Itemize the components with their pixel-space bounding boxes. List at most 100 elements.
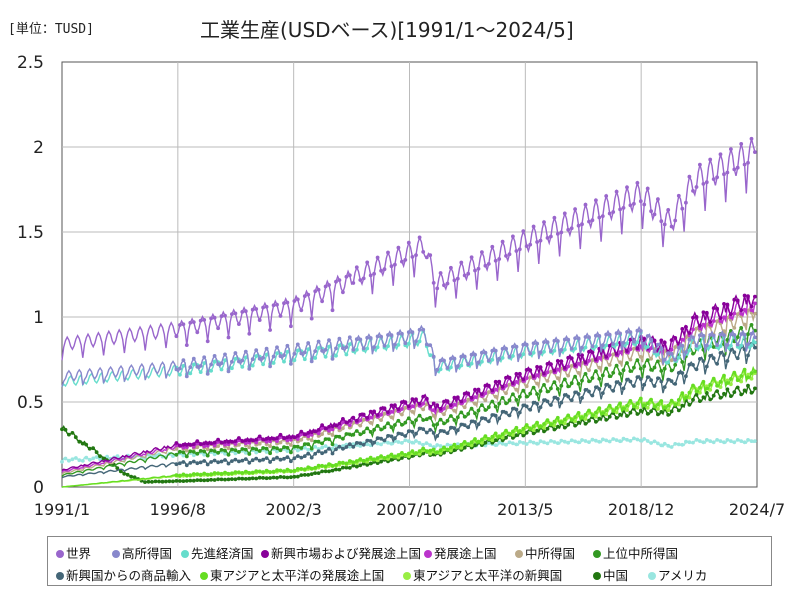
data-point <box>504 254 508 258</box>
x-tick-label: 2007/10 <box>376 500 442 519</box>
data-point <box>334 467 338 472</box>
data-point <box>309 316 314 321</box>
data-point <box>642 437 647 441</box>
data-point <box>555 397 560 401</box>
data-point <box>410 404 415 409</box>
data-point <box>70 457 75 462</box>
data-point <box>490 413 495 417</box>
data-point <box>718 319 723 323</box>
data-point <box>309 430 314 435</box>
data-point <box>531 374 536 379</box>
data-point <box>351 281 356 285</box>
data-point <box>725 438 730 442</box>
data-point <box>171 454 175 458</box>
series-世界 <box>61 136 757 361</box>
data-point <box>264 446 269 451</box>
data-point <box>271 303 276 308</box>
data-point <box>680 337 685 342</box>
data-point <box>237 436 241 440</box>
data-point <box>98 457 102 462</box>
data-point <box>493 348 498 353</box>
data-point <box>233 311 238 316</box>
data-point <box>309 446 314 451</box>
data-point <box>243 451 248 455</box>
data-point <box>521 403 526 408</box>
data-point <box>708 333 713 337</box>
data-point <box>323 437 328 441</box>
data-point <box>545 389 550 394</box>
data-point <box>410 255 415 259</box>
data-point <box>250 363 255 368</box>
data-point <box>202 318 207 322</box>
data-point <box>583 335 588 339</box>
data-point <box>195 330 200 335</box>
data-point <box>569 226 574 231</box>
data-point <box>638 329 643 333</box>
data-point <box>368 336 373 340</box>
data-point <box>576 361 581 366</box>
data-point <box>635 340 640 345</box>
data-point <box>559 383 564 388</box>
data-point <box>722 391 726 396</box>
data-point <box>517 247 522 252</box>
data-point <box>299 473 304 477</box>
data-point <box>264 450 269 454</box>
data-point <box>746 372 750 377</box>
data-point <box>438 429 443 433</box>
data-point <box>282 445 286 449</box>
data-point <box>205 462 210 467</box>
data-point <box>268 460 272 464</box>
data-point <box>188 442 193 447</box>
data-point <box>594 410 598 415</box>
data-point <box>576 411 581 415</box>
data-point <box>607 414 612 419</box>
data-point <box>459 410 464 415</box>
data-point <box>278 314 283 318</box>
data-point <box>753 439 757 443</box>
data-point <box>504 442 508 447</box>
data-point <box>552 427 557 432</box>
data-point <box>666 360 671 365</box>
data-point <box>302 454 307 458</box>
data-point <box>289 324 293 329</box>
data-point <box>735 165 740 170</box>
data-point <box>507 432 512 436</box>
data-point <box>493 438 498 443</box>
data-point <box>347 335 352 340</box>
data-point <box>257 475 262 480</box>
data-point <box>393 423 397 427</box>
data-point <box>289 443 293 447</box>
data-point <box>669 398 674 403</box>
data-point <box>569 381 574 386</box>
data-point <box>708 382 713 387</box>
data-point <box>341 420 345 425</box>
data-point <box>226 446 231 451</box>
legend-label: 世界 <box>66 546 92 561</box>
data-point <box>687 402 692 407</box>
data-point <box>379 459 383 464</box>
data-point <box>264 352 269 357</box>
data-point <box>528 375 533 380</box>
data-point <box>445 442 450 447</box>
data-point <box>725 343 730 347</box>
data-point <box>178 473 182 478</box>
data-point <box>545 426 550 431</box>
data-point <box>198 370 203 374</box>
data-point <box>230 477 234 481</box>
data-point <box>250 307 255 312</box>
legend-marker-icon <box>200 572 208 580</box>
data-point <box>504 401 508 406</box>
data-point <box>711 345 716 349</box>
data-point <box>424 441 429 446</box>
data-point <box>233 351 238 355</box>
data-point <box>517 371 522 376</box>
data-point <box>694 438 699 442</box>
data-point <box>659 379 664 384</box>
data-point <box>171 479 175 484</box>
data-point <box>562 425 567 430</box>
data-point <box>625 361 629 365</box>
data-point <box>389 264 394 269</box>
data-point <box>195 478 200 482</box>
x-tick-label: 1996/8 <box>150 500 206 519</box>
data-point <box>462 440 467 444</box>
